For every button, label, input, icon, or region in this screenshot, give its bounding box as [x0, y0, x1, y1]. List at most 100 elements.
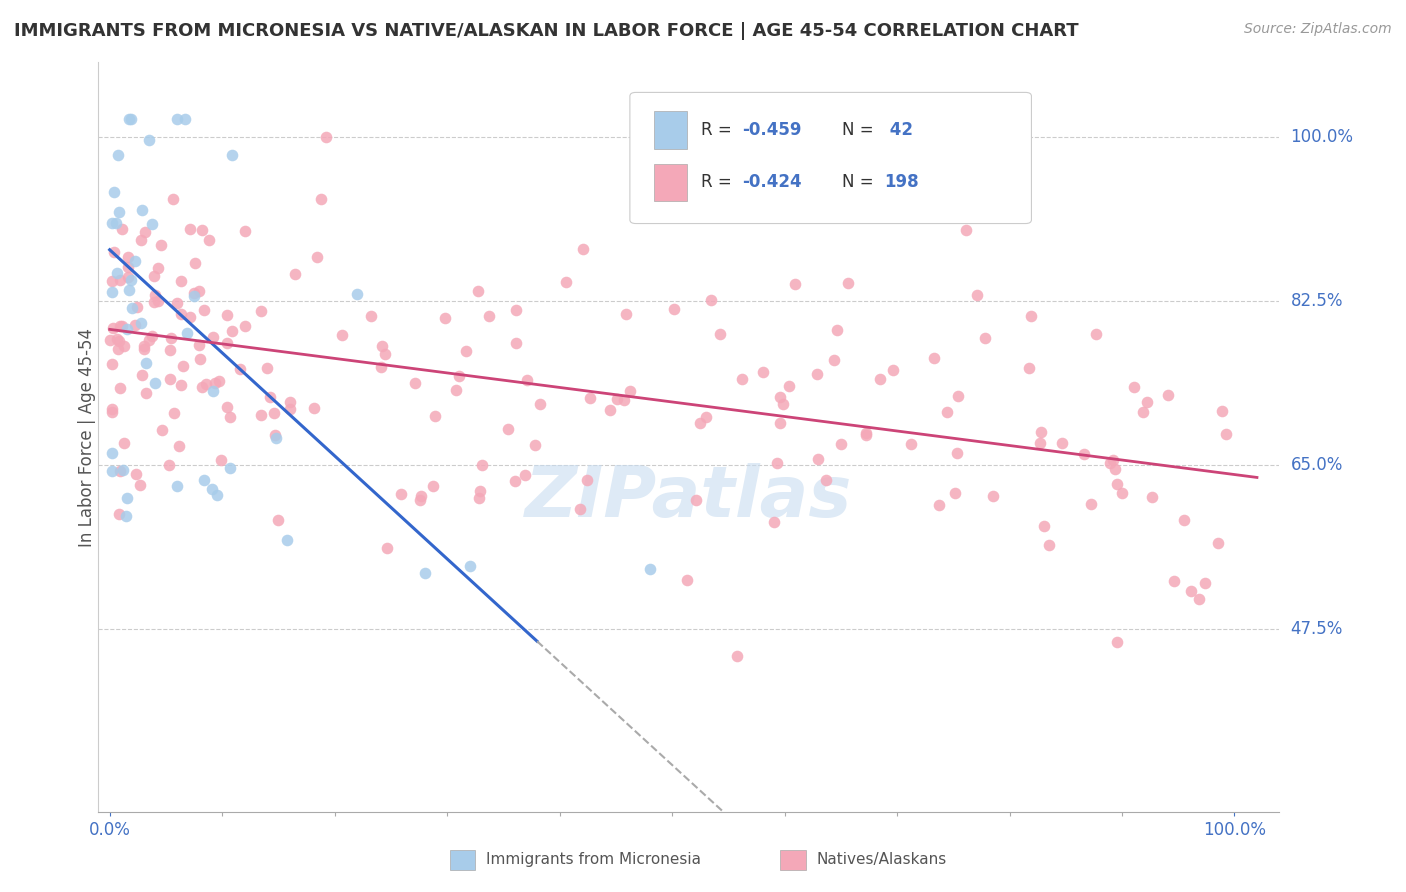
Point	[108, 507, 131, 521]
Point	[129, 316, 152, 330]
Point	[823, 353, 845, 368]
Point	[709, 327, 731, 342]
Text: 198: 198	[884, 173, 918, 191]
Point	[478, 309, 501, 323]
Point	[141, 217, 163, 231]
Point	[1080, 497, 1102, 511]
Point	[278, 401, 301, 416]
Point	[105, 266, 128, 280]
Point	[869, 372, 891, 386]
Point	[576, 474, 599, 488]
Point	[179, 310, 201, 325]
Point	[1173, 512, 1195, 526]
Point	[264, 431, 287, 445]
Point	[198, 233, 221, 247]
Point	[1038, 538, 1060, 552]
Point	[176, 326, 198, 340]
Point	[101, 464, 124, 478]
Point	[218, 461, 240, 475]
Point	[146, 293, 169, 308]
Point	[689, 417, 711, 431]
Point	[524, 438, 547, 452]
Point	[766, 456, 789, 470]
Point	[229, 362, 252, 376]
Point	[107, 342, 129, 356]
Point	[124, 318, 146, 332]
Point	[1215, 427, 1237, 442]
Point	[125, 467, 148, 481]
Point	[170, 378, 193, 392]
Point	[134, 225, 156, 239]
Point	[118, 112, 141, 126]
Point	[855, 428, 877, 442]
Point	[505, 335, 527, 350]
Point	[411, 489, 433, 503]
Point	[1018, 360, 1040, 375]
Point	[276, 533, 298, 547]
Point	[1194, 576, 1216, 591]
Point	[202, 330, 225, 344]
Point	[505, 475, 527, 489]
Point	[148, 261, 170, 276]
Point	[188, 351, 211, 366]
Point	[422, 479, 444, 493]
Point	[1132, 405, 1154, 419]
Point	[389, 487, 412, 501]
Point	[121, 301, 143, 315]
Point	[235, 319, 257, 334]
Point	[778, 379, 800, 393]
Point	[284, 267, 307, 281]
Point	[302, 401, 325, 415]
Point	[142, 269, 165, 284]
Point	[806, 367, 828, 381]
Point	[159, 343, 181, 358]
Point	[163, 406, 186, 420]
Point	[922, 351, 945, 366]
Point	[115, 508, 138, 523]
Point	[101, 285, 124, 299]
Point	[131, 202, 153, 217]
Point	[966, 288, 988, 302]
Point	[233, 223, 256, 237]
Point	[928, 498, 950, 512]
Point	[579, 392, 602, 406]
Point	[202, 384, 225, 399]
Point	[125, 300, 148, 314]
Point	[725, 648, 748, 663]
Point	[217, 308, 239, 322]
Point	[101, 446, 124, 460]
Point	[108, 318, 131, 333]
Point	[117, 260, 139, 274]
Point	[166, 296, 188, 310]
Point	[103, 186, 125, 200]
Point	[309, 192, 332, 206]
Point	[505, 302, 527, 317]
Point	[1105, 635, 1128, 649]
Point	[160, 331, 183, 345]
Point	[117, 491, 139, 505]
Point	[467, 491, 489, 505]
Point	[98, 333, 121, 347]
Point	[1211, 404, 1233, 418]
Point	[371, 339, 394, 353]
Point	[179, 222, 201, 236]
Point	[118, 283, 141, 297]
Text: Natives/Alaskans: Natives/Alaskans	[817, 853, 948, 867]
Point	[613, 392, 636, 407]
Point	[498, 422, 520, 436]
Point	[973, 331, 995, 345]
Point	[193, 302, 215, 317]
Point	[375, 541, 398, 555]
Point	[105, 332, 128, 346]
Point	[458, 559, 481, 574]
Point	[256, 360, 278, 375]
Point	[814, 474, 837, 488]
Point	[138, 333, 160, 347]
Point	[143, 288, 166, 302]
Point	[170, 274, 193, 288]
Point	[614, 307, 637, 321]
Point	[307, 250, 329, 264]
Point	[1188, 591, 1211, 606]
Point	[882, 363, 904, 377]
Point	[837, 276, 859, 290]
